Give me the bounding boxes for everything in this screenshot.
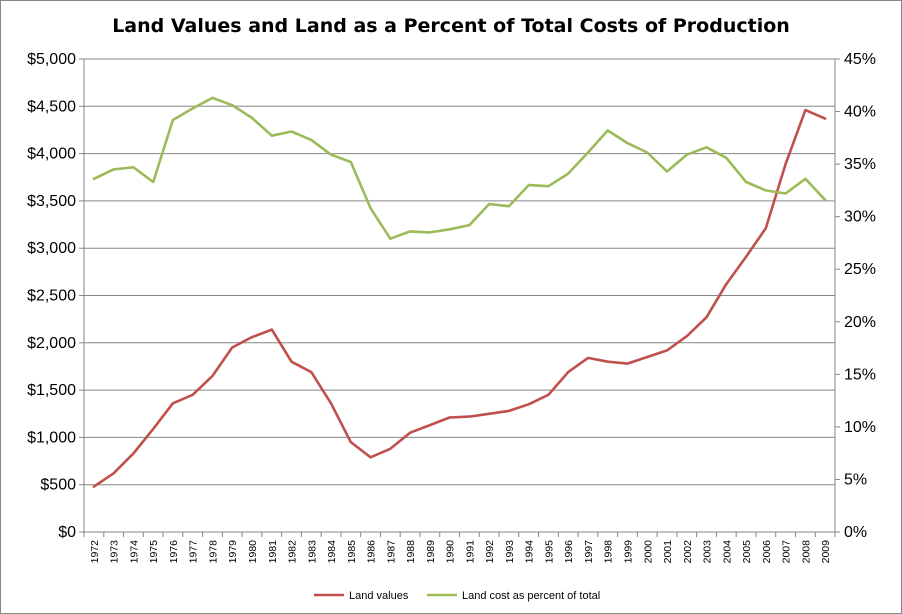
x-tick-label: 1973: [109, 540, 121, 564]
chart-title: Land Values and Land as a Percent of Tot…: [112, 15, 790, 37]
x-tick-label: 1977: [188, 540, 200, 564]
x-tick-label: 1998: [603, 540, 615, 564]
y-tick-label-left: $3,000: [27, 240, 76, 257]
x-tick-label: 1981: [267, 540, 279, 564]
x-tick-label: 2006: [761, 540, 773, 564]
x-tick-label: 1992: [484, 540, 496, 564]
x-tick-label: 1974: [128, 540, 140, 564]
x-tick-label: 1989: [425, 540, 437, 564]
x-tick-label: 2007: [781, 540, 793, 564]
x-tick-label: 1996: [563, 540, 575, 564]
x-tick-label: 1983: [306, 540, 318, 564]
x-tick-label: 1986: [366, 540, 378, 564]
y-tick-label-right: 25%: [844, 261, 876, 278]
x-tick-label: 1976: [168, 540, 180, 564]
series-line-land-values: [92, 108, 827, 488]
y-tick-label-left: $0: [58, 524, 76, 541]
x-tick-label: 1979: [227, 540, 239, 564]
x-tick-label: 1995: [543, 540, 555, 564]
y-tick-label-left: $3,500: [27, 193, 76, 210]
x-tick-label: 1993: [504, 540, 516, 564]
legend-label: Land values: [349, 590, 409, 602]
y-tick-label-right: 45%: [844, 51, 876, 68]
x-tick-label: 2002: [682, 540, 694, 564]
x-tick-label: 1990: [445, 540, 457, 564]
x-tick-label: 1987: [385, 540, 397, 564]
y-tick-label-right: 10%: [844, 419, 876, 436]
x-tick-label: 1985: [346, 540, 358, 564]
y-tick-label-right: 15%: [844, 366, 876, 383]
y-tick-label-right: 30%: [844, 209, 876, 226]
y-tick-label-right: 35%: [844, 156, 876, 173]
y-tick-label-left: $500: [40, 477, 76, 494]
y-tick-label-left: $1,000: [27, 429, 76, 446]
x-tick-label: 1975: [148, 540, 160, 564]
y-tick-label-left: $2,500: [27, 288, 76, 305]
y-tick-label-right: 40%: [844, 104, 876, 121]
x-tick-label: 2005: [741, 540, 753, 564]
y-tick-label-left: $5,000: [27, 51, 76, 68]
x-tick-label: 1972: [89, 540, 101, 564]
x-tick-label: 2001: [662, 540, 674, 564]
y-tick-label-right: 5%: [844, 471, 867, 488]
x-tick-label: 2003: [702, 540, 714, 564]
y-tick-label-left: $4,000: [27, 146, 76, 163]
x-tick-label: 1994: [524, 540, 536, 564]
x-tick-label: 1980: [247, 540, 259, 564]
x-tick-label: 2009: [820, 540, 832, 564]
x-tick-label: 2008: [800, 540, 812, 564]
x-tick-label: 1982: [287, 540, 299, 564]
series-line-land-cost-percent: [92, 96, 827, 240]
x-tick-label: 1978: [207, 540, 219, 564]
x-tick-label: 1997: [583, 540, 595, 564]
y-tick-label-left: $1,500: [27, 382, 76, 399]
y-tick-label-right: 0%: [844, 524, 867, 541]
x-tick-label: 2000: [642, 540, 654, 564]
y-tick-label-left: $4,500: [27, 98, 76, 115]
x-tick-label: 1984: [326, 540, 338, 564]
legend-label: Land cost as percent of total: [462, 590, 600, 602]
y-tick-label-left: $2,000: [27, 335, 76, 352]
x-tick-label: 1988: [405, 540, 417, 564]
y-tick-label-right: 20%: [844, 314, 876, 331]
x-tick-label: 1999: [622, 540, 634, 564]
x-tick-label: 1991: [464, 540, 476, 564]
x-tick-label: 2004: [721, 540, 733, 564]
